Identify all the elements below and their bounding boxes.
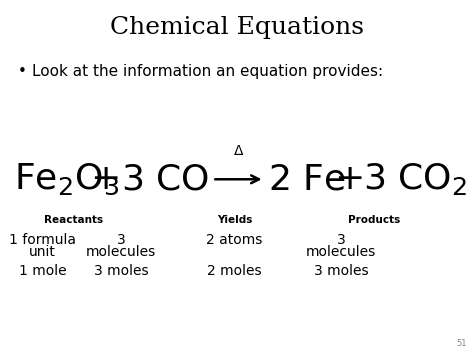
Text: $\mathregular{3\ CO_2}$: $\mathregular{3\ CO_2}$ [363,161,467,197]
Text: Reactants: Reactants [44,215,103,225]
Text: 2 atoms: 2 atoms [207,233,263,246]
Text: 1 formula: 1 formula [9,233,76,246]
Text: $\mathregular{2\ Fe}$: $\mathregular{2\ Fe}$ [268,162,346,196]
Text: 1 mole: 1 mole [19,264,66,278]
Text: 3: 3 [117,233,125,246]
Text: 3 moles: 3 moles [314,264,369,278]
Text: Yields: Yields [217,215,252,225]
Text: Look at the information an equation provides:: Look at the information an equation prov… [32,64,383,79]
Text: molecules: molecules [86,245,156,259]
Text: 2 moles: 2 moles [207,264,262,278]
Text: $\Delta$: $\Delta$ [233,144,244,158]
Text: unit: unit [29,245,56,259]
Text: $\mathregular{Fe_2O_3}$: $\mathregular{Fe_2O_3}$ [14,162,119,197]
Text: 51: 51 [456,339,467,348]
Text: $\mathregular{3\ CO}$: $\mathregular{3\ CO}$ [121,162,209,196]
Text: $+$: $+$ [90,162,118,196]
Text: Products: Products [348,215,401,225]
Text: 3: 3 [337,233,346,246]
Text: Chemical Equations: Chemical Equations [110,16,364,39]
Text: •: • [18,64,27,79]
Text: 3 moles: 3 moles [93,264,148,278]
Text: molecules: molecules [306,245,376,259]
Text: $+$: $+$ [334,162,363,196]
